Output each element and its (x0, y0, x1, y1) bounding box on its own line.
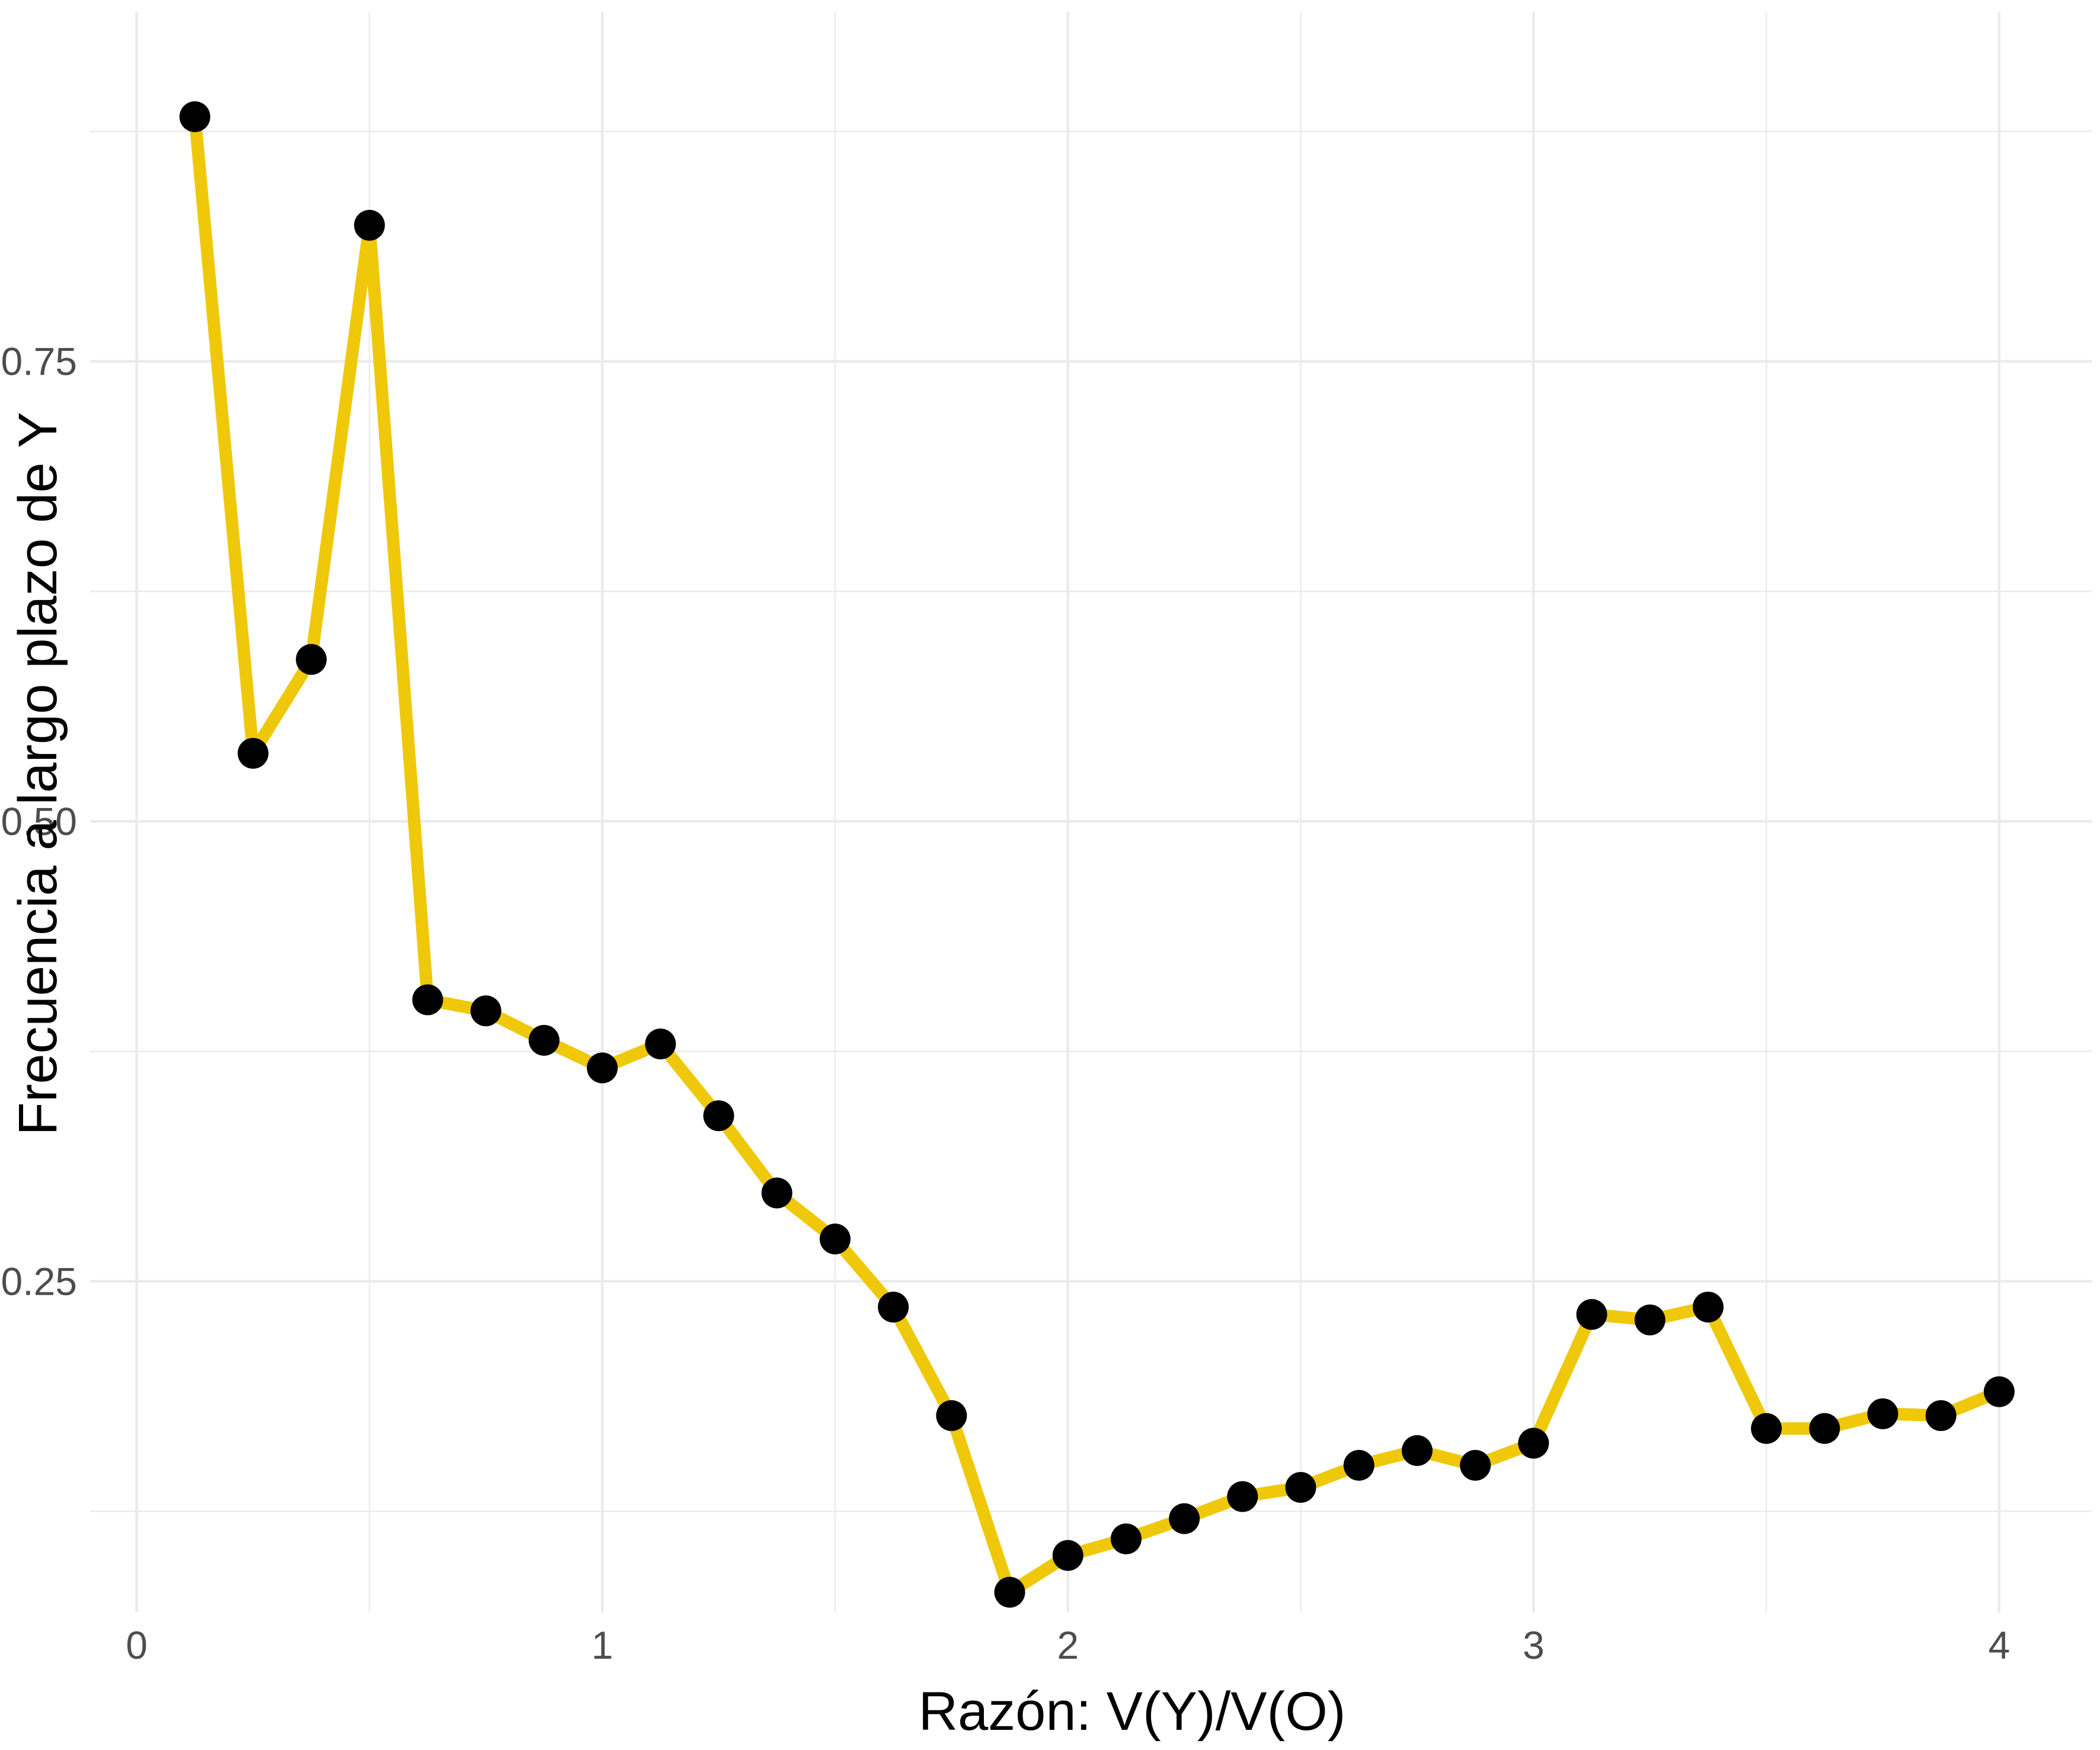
data-point (1867, 1398, 1898, 1429)
data-point (587, 1052, 618, 1084)
data-point (1052, 1540, 1083, 1571)
data-point (179, 101, 210, 132)
grid-lines (90, 12, 2092, 1612)
data-point (1401, 1435, 1433, 1466)
x-axis-title: Razón: V(Y)/V(O) (919, 1681, 1346, 1742)
x-tick-label: 1 (592, 1623, 613, 1667)
data-point (1343, 1449, 1375, 1481)
data-point (819, 1224, 851, 1254)
data-point (412, 984, 443, 1015)
data-point (354, 210, 385, 241)
y-tick-label: 0.50 (1, 800, 77, 844)
x-tick-label: 3 (1523, 1623, 1545, 1667)
y-tick-label: 0.25 (1, 1259, 77, 1303)
data-point (1634, 1304, 1666, 1336)
data-point (1983, 1376, 2015, 1407)
data-point (237, 737, 269, 769)
y-axis-title: Frecuencia a largo plazo de Y (8, 412, 68, 1136)
data-point (1460, 1449, 1491, 1481)
data-point (1751, 1413, 1782, 1444)
data-point (936, 1400, 967, 1431)
data-point (1110, 1523, 1142, 1554)
data-point (761, 1177, 792, 1209)
data-point (1576, 1299, 1607, 1330)
data-point (994, 1576, 1025, 1608)
data-point (1518, 1428, 1549, 1459)
data-point (878, 1291, 909, 1323)
data-points (179, 101, 2015, 1608)
series-path (188, 116, 2002, 1599)
data-point (1809, 1413, 1840, 1444)
data-point (1692, 1291, 1724, 1323)
x-axis-tick-labels: 0 1 2 3 4 (126, 1623, 2010, 1667)
data-point (703, 1100, 734, 1132)
data-point (470, 995, 501, 1027)
data-point (645, 1029, 676, 1060)
x-tick-label: 0 (126, 1623, 148, 1667)
data-point (1169, 1503, 1200, 1534)
x-tick-label: 2 (1057, 1623, 1079, 1667)
x-tick-label: 4 (1989, 1623, 2010, 1667)
data-point (1227, 1481, 1258, 1512)
data-point (1285, 1471, 1316, 1503)
y-axis-tick-labels: 0.25 0.50 0.75 (1, 340, 77, 1304)
y-tick-label: 0.75 (1, 340, 77, 384)
data-point (296, 644, 327, 675)
series-line (188, 116, 2002, 1599)
data-point (528, 1024, 560, 1056)
data-point (1925, 1400, 1957, 1431)
